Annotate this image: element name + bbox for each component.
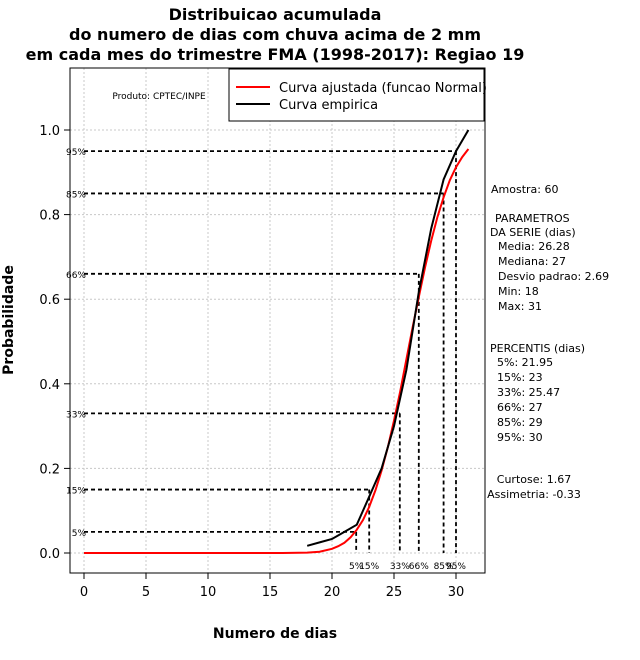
- percentile-x-label: 95%: [446, 562, 466, 572]
- param-text: Media: 26.28: [498, 240, 570, 253]
- params-header-text: PARAMETROS: [495, 212, 570, 225]
- x-tick-label: 5: [142, 585, 150, 600]
- title-line-3: em cada mes do trimestre FMA (1998-2017)…: [26, 45, 525, 64]
- y-tick-label: 0.2: [39, 462, 60, 477]
- percentile-value-text: 5%: 21.95: [497, 356, 553, 369]
- percentile-value-text: 95%: 30: [497, 431, 543, 444]
- percentile-value-text: 85%: 29: [497, 416, 543, 429]
- series-line-empirical: [306, 129, 470, 547]
- param-text: Mediana: 27: [498, 255, 566, 268]
- x-tick-label: 20: [324, 585, 341, 600]
- percentis-header-text: PERCENTIS (dias): [490, 342, 585, 355]
- legend-label: Curva ajustada (funcao Normal): [279, 81, 487, 96]
- y-tick-label: 0.0: [39, 547, 60, 562]
- percentile-x-label: 5%: [349, 562, 364, 572]
- x-axis-label: Numero de dias: [213, 626, 337, 642]
- y-axis-label: Probabilidade: [1, 265, 17, 375]
- x-tick-label: 25: [386, 585, 403, 600]
- series-line-fitted-normal: [84, 148, 470, 554]
- sample-size-text: Amostra: 60: [491, 183, 558, 196]
- param-text: Max: 31: [498, 300, 542, 313]
- param-text: Desvio padrao: 2.69: [498, 270, 609, 283]
- kurtosis-text: Curtose: 1.67: [497, 473, 571, 486]
- x-tick-label: 10: [200, 585, 217, 600]
- percentile-y-label: 95%: [66, 148, 86, 158]
- param-text: Min: 18: [498, 285, 539, 298]
- x-tick-label: 15: [262, 585, 279, 600]
- percentile-value-text: 33%: 25.47: [497, 386, 560, 399]
- series-lines: [84, 129, 470, 554]
- x-tick-label: 30: [448, 585, 465, 600]
- legend-box: [228, 68, 485, 122]
- percentile-reference-lines: 5%5%15%15%33%33%66%66%85%85%95%95%: [66, 148, 466, 572]
- percentile-x-label: 33%: [390, 562, 410, 572]
- y-tick-label: 0.4: [39, 378, 60, 393]
- x-tick-label: 0: [80, 585, 88, 600]
- axes: 0 5 10 15 20 25 30 0.0 0.2 0.4 0.6 0.8 1.0 Numero de …: [1, 92, 464, 642]
- y-tick-label: 0.8: [39, 209, 60, 224]
- percentile-y-label: 5%: [72, 529, 87, 539]
- title-line-1: Distribuicao acumulada: [169, 5, 382, 24]
- y-tick-label: 1.0: [39, 124, 60, 139]
- percentile-x-label: 66%: [409, 562, 429, 572]
- legend-label: Curva empirica: [279, 98, 378, 113]
- skewness-text: Assimetria: -0.33: [487, 488, 581, 501]
- percentile-y-label: 33%: [66, 410, 86, 420]
- percentile-x-label: 15%: [359, 562, 379, 572]
- percentile-value-text: 66%: 27: [497, 401, 543, 414]
- percentile-y-label: 85%: [66, 190, 86, 200]
- percentile-y-label: 66%: [66, 271, 86, 281]
- y-tick-label: 0.6: [39, 293, 60, 308]
- legend: Curva ajustada (funcao Normal) Curva empi…: [228, 68, 487, 122]
- plot-frame: [69, 67, 486, 574]
- grid: [70, 68, 485, 573]
- title-line-2: do numero de dias com chuva acima de 2 m…: [69, 25, 481, 44]
- percentile-value-text: 15%: 23: [497, 371, 543, 384]
- percentile-y-label: 15%: [66, 487, 86, 497]
- product-label: Produto: CPTEC/INPE: [112, 92, 206, 102]
- params-header-text: DA SERIE (dias): [490, 226, 576, 239]
- percentile-x-label: 85%: [434, 562, 454, 572]
